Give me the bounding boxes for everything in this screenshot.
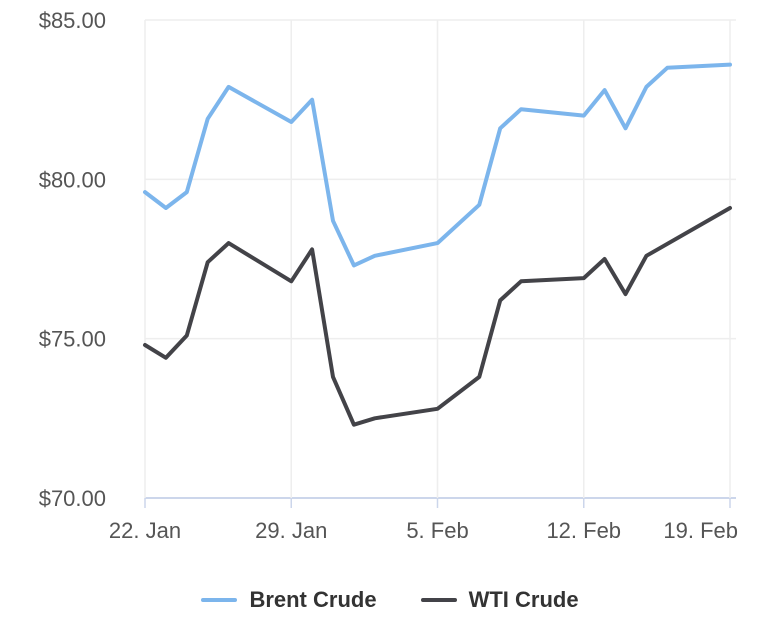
- x-tick-label: 22. Jan: [109, 518, 181, 543]
- legend-item-brent[interactable]: Brent Crude: [201, 587, 377, 613]
- y-axis-ticks: $70.00 $75.00 $80.00 $85.00: [39, 8, 106, 511]
- legend-label-brent: Brent Crude: [249, 587, 377, 612]
- legend: Brent Crude WTI Crude: [0, 580, 780, 620]
- y-tick-label: $85.00: [39, 8, 106, 33]
- x-tick-label: 19. Feb: [663, 518, 738, 543]
- x-axis-ticks: 22. Jan 29. Jan 5. Feb 12. Feb 19. Feb: [109, 518, 738, 543]
- gridlines: [144, 19, 736, 508]
- y-tick-label: $75.00: [39, 327, 106, 352]
- legend-swatch-brent: [201, 598, 238, 602]
- x-tick-label: 5. Feb: [406, 518, 468, 543]
- x-tick-label: 12. Feb: [546, 518, 621, 543]
- x-tick-label: 29. Jan: [255, 518, 327, 543]
- legend-swatch-wti: [420, 598, 457, 602]
- line-chart: $70.00 $75.00 $80.00 $85.00 22. Jan 29. Jan 5…: [39, 8, 738, 543]
- series-lines: [143, 62, 732, 427]
- legend-label-wti: WTI Crude: [468, 587, 579, 612]
- y-tick-label: $70.00: [39, 486, 106, 511]
- series-line-wti[interactable]: [143, 206, 732, 427]
- y-tick-label: $80.00: [39, 167, 106, 192]
- legend-item-wti[interactable]: WTI Crude: [420, 587, 579, 613]
- series-line-brent[interactable]: [143, 62, 732, 268]
